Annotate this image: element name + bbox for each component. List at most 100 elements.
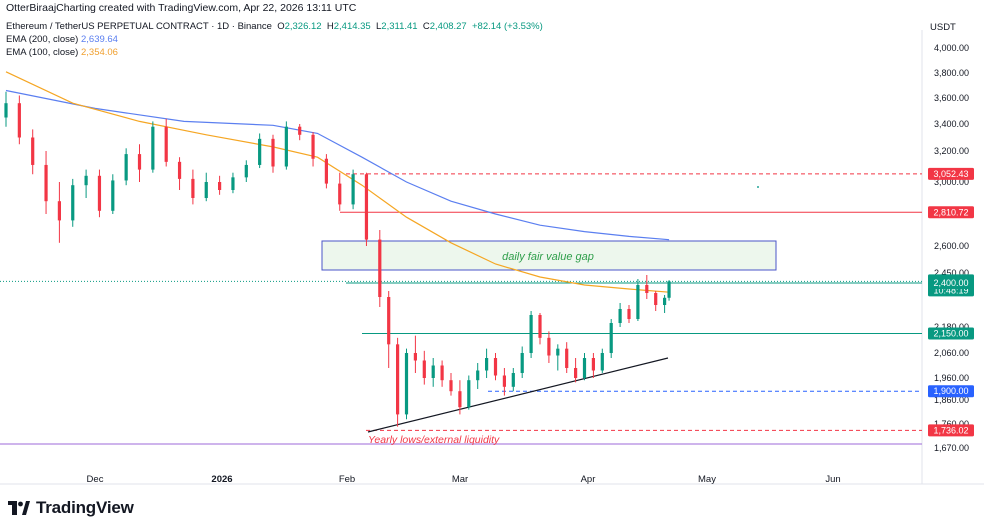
tradingview-logo[interactable]: TradingView [8, 498, 134, 518]
candle-body [17, 103, 21, 138]
x-tick-label: Jun [825, 474, 840, 485]
candle-body [404, 353, 409, 415]
price-tag-label: 1,900.00 [933, 386, 968, 396]
candle-body [529, 315, 533, 353]
candle-body [574, 368, 578, 378]
candle-body [582, 358, 587, 378]
candle-body [137, 154, 142, 170]
fair-value-gap-box [321, 240, 777, 271]
created-by-line: OtterBiraajCharting created with Trading… [6, 2, 357, 14]
candle-body [413, 353, 417, 361]
y-tick-label: 4,000.00 [934, 43, 969, 53]
candle-body [218, 182, 222, 190]
y-tick-label: 3,600.00 [934, 93, 969, 103]
symbol-name: Ethereum / TetherUS PERPETUAL CONTRACT ·… [6, 21, 272, 32]
candle-body [493, 358, 498, 376]
price-tag [928, 206, 974, 219]
price-tag [928, 277, 974, 289]
x-tick-label: Apr [581, 474, 596, 485]
price-tag-label: 3,052.43 [933, 169, 968, 179]
candle-body [663, 297, 667, 305]
candle-body [244, 164, 248, 178]
candle-body [591, 358, 595, 371]
price-tag [928, 385, 974, 398]
currency-label[interactable]: USDT [930, 22, 956, 33]
candle-body [565, 348, 569, 368]
y-tick-label: 1,670.00 [934, 443, 969, 453]
candle-body [351, 174, 355, 205]
price-tag-countdown: 10:48:19 [933, 285, 968, 295]
y-tick-label: 3,200.00 [934, 146, 969, 156]
low-value: 2,311.41 [381, 21, 418, 32]
ema100-label: EMA (100, close) [6, 47, 79, 58]
candle-body [502, 375, 506, 387]
candle-body [231, 177, 235, 190]
x-tick-label: Dec [87, 474, 104, 485]
open-label: O [277, 21, 285, 32]
y-tick-label: 3,400.00 [934, 119, 969, 129]
candle-body [324, 158, 328, 184]
candle-body [458, 391, 462, 408]
price-tag-label: 1,736.02 [933, 425, 968, 435]
close-value: 2,408.27 [429, 21, 467, 32]
candle-body [84, 175, 88, 186]
x-tick-label: May [698, 474, 716, 485]
price-tag-label: 2,810.72 [933, 207, 968, 217]
candle-body [600, 353, 604, 371]
candle-body [511, 373, 515, 387]
change-value: +82.14 (+3.53%) [472, 21, 543, 32]
candle-body [667, 281, 671, 298]
fair-value-gap-label: daily fair value gap [502, 251, 594, 263]
candle-body [431, 365, 435, 378]
y-tick-label: 1,960.00 [934, 373, 969, 383]
x-tick-label: Mar [452, 474, 468, 485]
candle-body [97, 175, 102, 211]
tradingview-wordmark: TradingView [36, 498, 134, 517]
candle-body [396, 344, 400, 415]
candle-body [476, 370, 480, 381]
candle-body [520, 353, 524, 373]
candle-body [627, 309, 631, 319]
open-value: 2,326.12 [284, 21, 322, 32]
candle-body [636, 285, 640, 319]
candle-body [449, 380, 453, 392]
candle-body [609, 323, 613, 353]
yearly-lows-label: Yearly lows/external liquidity [368, 434, 500, 446]
price-tag [928, 167, 974, 180]
candle-body [44, 164, 48, 202]
candle-body [618, 309, 622, 323]
candle-body [124, 154, 128, 181]
ema100-row[interactable]: EMA (100, close) 2,354.06 [6, 46, 543, 59]
y-tick-label: 3,800.00 [934, 68, 969, 78]
candle-body [177, 161, 182, 179]
candle-body [258, 138, 262, 165]
y-tick-label: 1,860.00 [934, 395, 969, 405]
ascending-trendline [367, 357, 669, 433]
candle-body [4, 103, 8, 118]
close-label: C [422, 21, 430, 32]
price-tag [928, 327, 974, 340]
chart-legend: Ethereum / TetherUS PERPETUAL CONTRACT ·… [6, 20, 543, 59]
y-tick-label: 1,760.00 [934, 419, 969, 429]
ema200-label: EMA (200, close) [6, 34, 79, 45]
y-tick-label: 2,180.00 [934, 322, 969, 332]
y-tick-label: 2,060.00 [934, 348, 969, 358]
candle-body [485, 358, 489, 371]
candle-body [298, 126, 302, 135]
candle-body [57, 201, 61, 221]
ema200-row[interactable]: EMA (200, close) 2,639.64 [6, 33, 543, 46]
candle-body [645, 285, 649, 293]
candle-body [538, 315, 542, 338]
high-value: 2,414.35 [333, 21, 371, 32]
candle-body [284, 126, 288, 167]
candle-body [271, 138, 275, 167]
price-tag-label: 2,400.00 [933, 278, 968, 288]
candle-body [338, 183, 342, 205]
x-tick-label: Feb [339, 474, 355, 485]
candle-body [204, 182, 208, 198]
ema100-line [5, 71, 670, 293]
candle-body [378, 239, 382, 297]
candle-body [654, 293, 658, 305]
candle-body [467, 380, 471, 408]
